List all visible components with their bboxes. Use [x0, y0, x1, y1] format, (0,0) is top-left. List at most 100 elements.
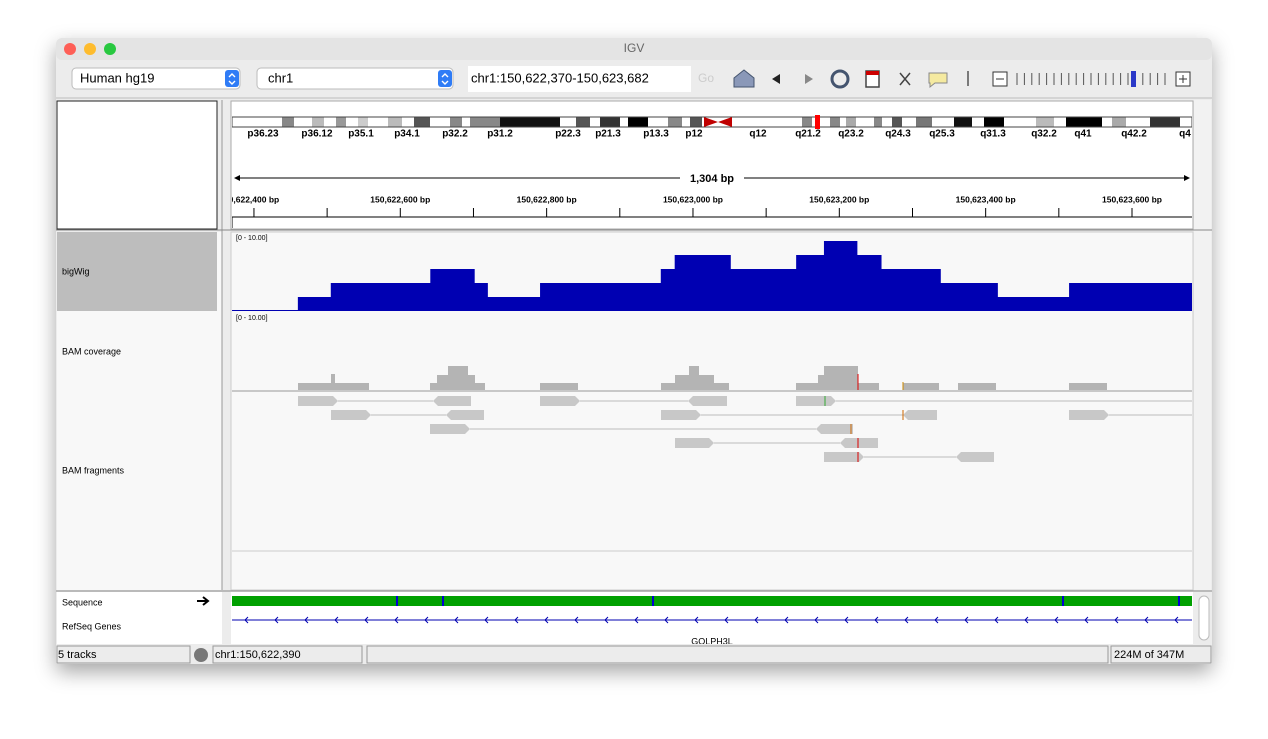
ruler-label: 150,623,400 bp: [956, 194, 1016, 204]
base: [1162, 596, 1164, 606]
base: [538, 596, 540, 606]
base: [754, 596, 756, 606]
base: [790, 596, 792, 606]
base: [438, 596, 440, 606]
base: [334, 596, 336, 606]
refresh-button[interactable]: [830, 69, 850, 89]
base: [426, 596, 428, 606]
resize-button[interactable]: [899, 72, 911, 86]
bam-fragments: [298, 396, 1192, 462]
base: [430, 596, 432, 606]
base: [644, 596, 646, 606]
cytoband: [892, 117, 902, 127]
base: [368, 596, 370, 606]
cytoband: [1180, 117, 1192, 127]
zoom-thumb[interactable]: [1131, 71, 1136, 87]
back-button[interactable]: [772, 74, 780, 84]
base: [1108, 596, 1110, 606]
strand-mark: [724, 616, 729, 624]
locus-input[interactable]: [468, 66, 691, 92]
minimize-button[interactable]: [84, 43, 96, 55]
base: [1138, 596, 1140, 606]
base: [1064, 596, 1066, 606]
base: [396, 596, 398, 606]
base: [572, 596, 574, 606]
cytoband: [628, 117, 648, 127]
base: [566, 596, 568, 606]
base: [698, 596, 700, 606]
base: [774, 596, 776, 606]
base: [316, 596, 318, 606]
base: [1080, 596, 1082, 606]
ruler-label: 0,622,400 bp: [229, 194, 280, 204]
base: [596, 596, 598, 606]
strand-arrow[interactable]: [197, 596, 210, 606]
genome-dropdown[interactable]: [71, 67, 241, 90]
base: [1116, 596, 1118, 606]
base: [622, 596, 624, 606]
base: [816, 596, 818, 606]
chromosome-dropdown[interactable]: [256, 67, 454, 90]
base: [258, 596, 260, 606]
base: [996, 596, 998, 606]
base: [482, 596, 484, 606]
zoom-slider[interactable]: [1016, 73, 1166, 85]
read: [298, 396, 338, 406]
base: [308, 596, 310, 606]
base: [874, 596, 876, 606]
base: [976, 596, 978, 606]
base: [1050, 596, 1052, 606]
status-memory: 224M of 347M: [1114, 649, 1184, 661]
base: [296, 596, 298, 606]
cytoband: [470, 117, 500, 127]
base: [988, 596, 990, 606]
base: [648, 596, 650, 606]
base: [896, 596, 898, 606]
locus-text: chr1:150,622,370-150,623,682: [471, 70, 649, 85]
base: [746, 596, 748, 606]
base: [544, 596, 546, 606]
base: [274, 596, 276, 606]
cytoband: [1066, 117, 1102, 127]
base: [1104, 596, 1106, 606]
window-title: IGV: [624, 41, 645, 55]
popup-button[interactable]: [928, 72, 948, 89]
home-button[interactable]: [733, 69, 755, 88]
strand-mark: [1144, 616, 1149, 624]
base: [1102, 596, 1104, 606]
bigwig-bar: [881, 269, 941, 311]
forward-button[interactable]: [805, 74, 813, 84]
read: [430, 424, 470, 434]
base: [354, 596, 356, 606]
base: [400, 596, 402, 606]
base: [388, 596, 390, 606]
base: [956, 596, 958, 606]
cytoband: [984, 117, 1004, 127]
base: [540, 596, 542, 606]
cytoband-label: q24.3: [885, 129, 911, 140]
base: [358, 596, 360, 606]
base: [824, 596, 826, 606]
selected-track-name[interactable]: [57, 232, 217, 311]
zoom-button[interactable]: [104, 43, 116, 55]
base: [376, 596, 378, 606]
base: [1154, 596, 1156, 606]
base: [608, 596, 610, 606]
strand-mark: [844, 616, 849, 624]
base: [850, 596, 852, 606]
base: [352, 596, 354, 606]
read: [796, 396, 836, 406]
base: [434, 596, 436, 606]
go-button[interactable]: Go: [698, 71, 714, 85]
base: [766, 596, 768, 606]
base: [1022, 596, 1024, 606]
base: [710, 596, 712, 606]
close-button[interactable]: [64, 43, 76, 55]
ruler-label: 150,623,200 bp: [809, 194, 869, 204]
base: [330, 596, 332, 606]
base: [382, 596, 384, 606]
base: [384, 596, 386, 606]
base: [306, 596, 308, 606]
base: [702, 596, 704, 606]
base: [294, 596, 296, 606]
